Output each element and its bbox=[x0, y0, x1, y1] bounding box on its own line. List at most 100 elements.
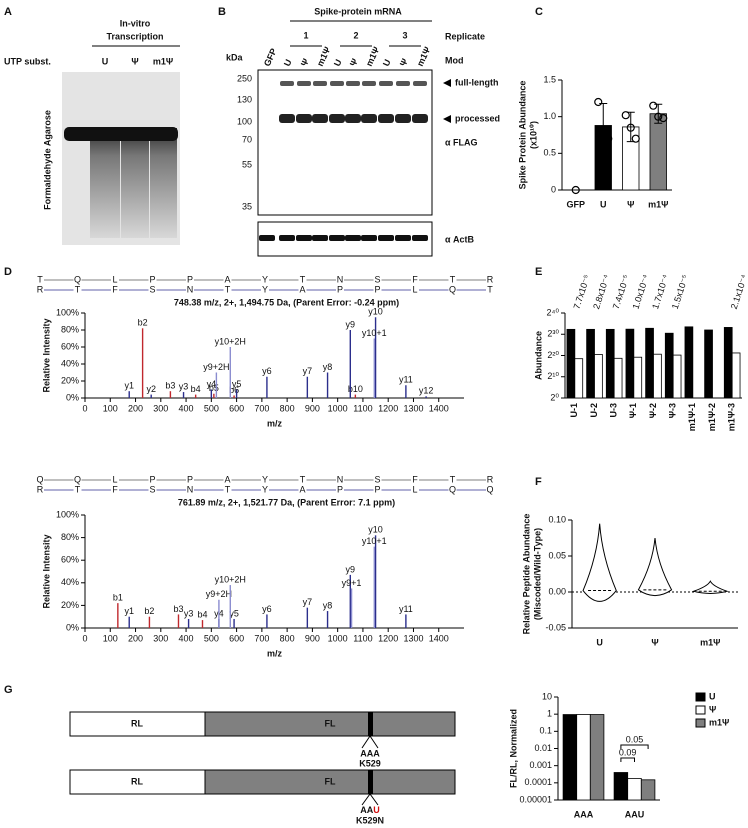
peak-label: y10+1 bbox=[362, 328, 387, 338]
x-tick-label: 800 bbox=[280, 633, 295, 643]
sequence-letter: N bbox=[187, 484, 194, 494]
y-tick-label: 60% bbox=[61, 341, 79, 351]
bar bbox=[605, 328, 615, 399]
blot-panel: Spike-protein mRNA 1 2 3 Replicate Mod k… bbox=[226, 6, 500, 257]
data-point bbox=[604, 134, 613, 143]
codon-part: U bbox=[373, 805, 380, 815]
sequence-letter: A bbox=[299, 284, 305, 294]
y-tick-label: 100% bbox=[56, 307, 79, 317]
letter-bg bbox=[148, 476, 157, 484]
legend-swatch bbox=[695, 692, 706, 702]
sequence-letter: Q bbox=[449, 484, 456, 494]
fl-box bbox=[204, 769, 456, 795]
letter-bg bbox=[186, 486, 194, 494]
blot-band bbox=[346, 81, 360, 86]
sequence-letter: F bbox=[412, 474, 418, 484]
bar bbox=[625, 328, 635, 399]
x-tick-label: m1Ψ bbox=[648, 199, 668, 209]
sequence-letter: P bbox=[337, 284, 343, 294]
peak-label: y9+1 bbox=[342, 578, 362, 588]
sequence-letter: R bbox=[487, 474, 494, 484]
sequence-letter: P bbox=[374, 284, 380, 294]
letter-bg bbox=[111, 286, 119, 294]
peak-label: y9 bbox=[346, 564, 356, 574]
peak-label: y1 bbox=[124, 381, 134, 391]
data-point bbox=[621, 111, 630, 120]
letter-bg bbox=[73, 476, 82, 484]
x-tick-label: 400 bbox=[179, 403, 194, 413]
bar bbox=[664, 332, 674, 399]
p-value: 0.05 bbox=[626, 734, 644, 744]
spectrum-caption: 761.89 m/z, 2+, 1,521.77 Da, (Parent Err… bbox=[178, 497, 395, 507]
replicate-label: Replicate bbox=[445, 31, 485, 41]
gel-title: Transcription bbox=[106, 31, 163, 41]
sequence-letter: T bbox=[225, 284, 231, 294]
peak-label: y12 bbox=[419, 386, 434, 396]
sequence-letter: T bbox=[450, 274, 456, 284]
sequence-letter: N bbox=[337, 274, 344, 284]
sequence-letter: R bbox=[37, 484, 44, 494]
x-tick-label: 300 bbox=[153, 633, 168, 643]
bar bbox=[649, 113, 667, 191]
letter-bg bbox=[111, 276, 119, 284]
blot-band bbox=[329, 235, 345, 241]
letter-bg bbox=[223, 286, 232, 294]
x-tick-label: 300 bbox=[153, 403, 168, 413]
ratio-label: 7.4x10⁻⁵ bbox=[611, 273, 632, 310]
x-tick-label: 1300 bbox=[403, 403, 423, 413]
letter-bg bbox=[411, 286, 419, 294]
letter-bg bbox=[373, 476, 382, 484]
lane-label: Ψ bbox=[398, 57, 410, 68]
arrow bbox=[443, 79, 451, 87]
blot bbox=[257, 69, 433, 216]
blot-band bbox=[413, 81, 427, 86]
sequence-letter: F bbox=[112, 484, 118, 494]
x-tick-label: Ψ-1 bbox=[628, 403, 638, 418]
blot-band bbox=[379, 81, 393, 86]
ratio-label: 1.7x10⁻⁴ bbox=[650, 273, 671, 310]
gel-lane: m1Ψ bbox=[153, 56, 173, 66]
blot-band bbox=[296, 235, 312, 241]
site-pointer bbox=[361, 793, 379, 806]
lane-label: m1Ψ bbox=[315, 45, 333, 68]
sequence-letter: Q bbox=[74, 474, 81, 484]
sequence-letter: A bbox=[224, 474, 230, 484]
codon-part: AA bbox=[360, 805, 373, 815]
peak-label: b2 bbox=[144, 606, 154, 616]
panel-labels: A B C D E F G bbox=[4, 6, 543, 696]
sequence-letter: F bbox=[112, 284, 118, 294]
constructs: RL FL AAA K529 RL FL AAU K529N bbox=[69, 711, 456, 825]
y-tick-label: 1.0 bbox=[543, 111, 556, 121]
y-tick-label: 20% bbox=[61, 375, 79, 385]
sequence-letter: Q bbox=[36, 474, 43, 484]
letter-bg bbox=[73, 276, 82, 284]
x-tick-label: m1Ψ-2 bbox=[707, 403, 717, 431]
letter-bg bbox=[486, 486, 494, 494]
sequence-letter: T bbox=[75, 484, 81, 494]
y-tick-label: 0.0001 bbox=[524, 777, 552, 787]
gel-band bbox=[90, 128, 120, 238]
blot-band bbox=[378, 235, 394, 241]
letter-bg bbox=[73, 286, 82, 294]
y-tick-label: 2³⁰ bbox=[547, 329, 559, 339]
x-tick-label: 200 bbox=[128, 633, 143, 643]
y-axis-label: Relative Intensity bbox=[41, 318, 51, 392]
letter-bg bbox=[336, 486, 344, 494]
blot-band bbox=[378, 114, 394, 123]
x-tick-label: U-3 bbox=[609, 403, 619, 418]
x-tick-label: 1000 bbox=[328, 633, 348, 643]
data-point bbox=[659, 114, 668, 123]
replicate: 2 bbox=[353, 30, 358, 40]
kda-label: kDa bbox=[226, 52, 244, 62]
y-tick-label: 0.01 bbox=[534, 743, 552, 753]
sequence-letter: L bbox=[412, 284, 417, 294]
panel-label: A bbox=[4, 6, 12, 18]
x-tick-label: m1Ψ-3 bbox=[727, 403, 737, 431]
sequence-letter: S bbox=[374, 474, 380, 484]
gel-band bbox=[64, 127, 178, 141]
letter-bg bbox=[448, 486, 457, 494]
x-tick-label: 1000 bbox=[328, 403, 348, 413]
arrow bbox=[443, 115, 451, 123]
part-label: FL bbox=[325, 776, 336, 786]
